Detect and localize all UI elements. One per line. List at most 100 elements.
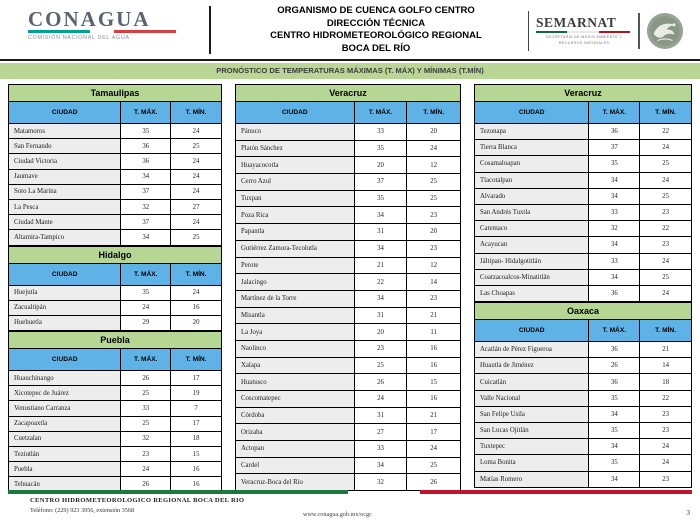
tmax-cell: 31 xyxy=(354,306,408,324)
column-header-row: CIUDAD T. MÁX. T. MÍN. xyxy=(9,102,221,123)
tmin-cell: 17 xyxy=(407,423,460,441)
forecast-table-oaxaca: Oaxaca CIUDAD T. MÁX. T. MÍN. Acatlán de Pér… xyxy=(474,302,692,488)
table-row: Gutiérrez Zamora-Tecolutla 34 23 xyxy=(236,239,460,257)
table-row: Acatlán de Pérez Figueroa 36 21 xyxy=(475,341,691,358)
table-row: Córdoba 31 21 xyxy=(236,406,460,424)
city-cell: San Fernando xyxy=(9,138,122,154)
city-cell: Cardel xyxy=(236,456,355,474)
city-cell: Tezonapa xyxy=(475,123,590,140)
tmax-cell: 36 xyxy=(589,373,641,390)
city-cell: Tuxtepec xyxy=(475,438,590,455)
forecast-banner: PRONÓSTICO DE TEMPERATURAS MÁXIMAS (T. M… xyxy=(0,63,700,79)
tmax-cell: 20 xyxy=(354,156,408,174)
city-cell: Platón Sánchez xyxy=(236,139,355,157)
tmax-cell: 25 xyxy=(121,415,172,431)
tmin-cell: 18 xyxy=(640,373,691,390)
tmin-cell: 16 xyxy=(407,339,460,357)
table-row: Tuxtepec 34 24 xyxy=(475,438,691,455)
tmin-cell: 27 xyxy=(171,198,221,215)
tmax-cell: 34 xyxy=(121,229,172,245)
semarnat-text-block: SEMARNAT SECRETARÍA DE MEDIO AMBIENTE Y … xyxy=(536,16,632,46)
tmax-cell: 37 xyxy=(121,183,172,199)
tmax-cell: 34 xyxy=(589,236,641,253)
tmax-cell: 37 xyxy=(354,173,408,190)
table-row: Martínez de la Torre 34 23 xyxy=(236,289,460,307)
tmax-cell: 35 xyxy=(589,454,641,471)
state-header: Oaxaca xyxy=(475,303,691,321)
tmax-cell: 36 xyxy=(121,153,172,169)
tmax-cell: 34 xyxy=(589,405,641,422)
city-cell: Xicotepec de Juárez xyxy=(9,385,122,401)
table-row: Huatusco 26 15 xyxy=(236,373,460,390)
table-row: Huayacocotla 20 12 xyxy=(236,156,460,174)
tmax-cell: 35 xyxy=(121,123,172,139)
tmax-cell: 34 xyxy=(589,187,641,204)
city-cell: San Lucas Ojitlán xyxy=(475,422,590,439)
city-cell: Tehuacán xyxy=(9,476,122,492)
footer-organization: CENTRO HIDROMETEOROLOGICO REGIONAL BOCA … xyxy=(30,497,245,504)
city-cell: Altamira-Tampico xyxy=(9,229,122,245)
table-row: Matamoros 35 24 xyxy=(9,123,221,139)
tmin-cell: 16 xyxy=(407,356,460,374)
tmin-cell: 23 xyxy=(640,470,691,487)
tricolor-green xyxy=(536,31,568,34)
table-row: San Lucas Ojitlán 35 23 xyxy=(475,422,691,439)
city-cell: Pánuco xyxy=(236,123,355,140)
column-header-row: CIUDAD T. MÁX. T. MÍN. xyxy=(475,102,691,123)
table-row: Tierra Blanca 37 24 xyxy=(475,139,691,156)
tmax-cell: 35 xyxy=(354,189,408,207)
tmin-cell: 21 xyxy=(407,406,460,424)
tmax-cell: 34 xyxy=(589,268,641,285)
header-rule xyxy=(0,59,700,61)
city-cell: Tlacotalpan xyxy=(475,171,590,188)
tmin-cell: 7 xyxy=(171,400,221,416)
tmin-cell: 22 xyxy=(640,220,691,237)
tmin-cell: 23 xyxy=(407,206,460,224)
table-row: Tehuacán 26 16 xyxy=(9,476,221,492)
tmin-cell: 15 xyxy=(171,446,221,462)
table-row: Huauchinango 26 17 xyxy=(9,370,221,386)
table-row: La Joya 20 11 xyxy=(236,323,460,340)
tmin-column-header: T. MÍN. xyxy=(423,109,445,116)
table-row: Cuicatlán 36 18 xyxy=(475,373,691,390)
city-cell: Xalapa xyxy=(236,356,355,374)
tmin-cell: 18 xyxy=(171,430,221,446)
tmin-cell: 24 xyxy=(407,440,460,457)
table-row: Cerro Azul 37 25 xyxy=(236,173,460,190)
city-cell: Huatusco xyxy=(236,373,355,390)
city-cell: Naolinco xyxy=(236,339,355,357)
conagua-teal-bar xyxy=(28,30,90,33)
tmax-cell: 34 xyxy=(354,456,408,474)
tmax-cell: 26 xyxy=(121,370,172,386)
table-row: Ciudad Mante 37 24 xyxy=(9,214,221,230)
tmin-cell: 22 xyxy=(640,389,691,406)
header-divider xyxy=(209,6,211,54)
tmin-cell: 21 xyxy=(407,306,460,324)
page-header: CONAGUA COMISIÓN NACIONAL DEL AGUA ORGAN… xyxy=(0,0,700,59)
tmax-cell: 23 xyxy=(354,339,408,357)
table-row: Jalacingo 22 14 xyxy=(236,273,460,290)
title-line-3: CENTRO HIDROMETEOROLÓGICO REGIONAL xyxy=(270,30,482,42)
column-header-row: CIUDAD T. MÁX. T. MÍN. xyxy=(475,320,691,342)
tmax-cell: 32 xyxy=(121,198,172,215)
tmax-cell: 33 xyxy=(589,252,641,269)
table-row: Soto La Marina 37 24 xyxy=(9,183,221,199)
tmin-cell: 23 xyxy=(640,422,691,439)
forecast-table-hidalgo: Hidalgo CIUDAD T. MÁX. T. MÍN. Huejutla 35 24 Z… xyxy=(8,245,222,332)
city-cell: Córdoba xyxy=(236,406,355,424)
tmax-cell: 23 xyxy=(121,446,172,462)
table-row: La Pesca 32 27 xyxy=(9,198,221,215)
tmax-cell: 32 xyxy=(589,220,641,237)
city-cell: Ciudad Mante xyxy=(9,214,122,230)
city-cell: Teziutlán xyxy=(9,446,122,462)
tmin-column-header: T. MÍN. xyxy=(185,356,207,364)
city-cell: Valle Nacional xyxy=(475,389,590,406)
tmin-cell: 22 xyxy=(640,123,691,140)
tmax-cell: 25 xyxy=(354,356,408,374)
tmin-cell: 24 xyxy=(171,284,221,300)
city-cell: Tuxpan xyxy=(236,189,355,207)
tmin-cell: 24 xyxy=(171,123,221,139)
tmax-cell: 31 xyxy=(354,223,408,240)
semarnat-tricolor-bar xyxy=(536,31,630,34)
tmin-cell: 15 xyxy=(407,373,460,390)
